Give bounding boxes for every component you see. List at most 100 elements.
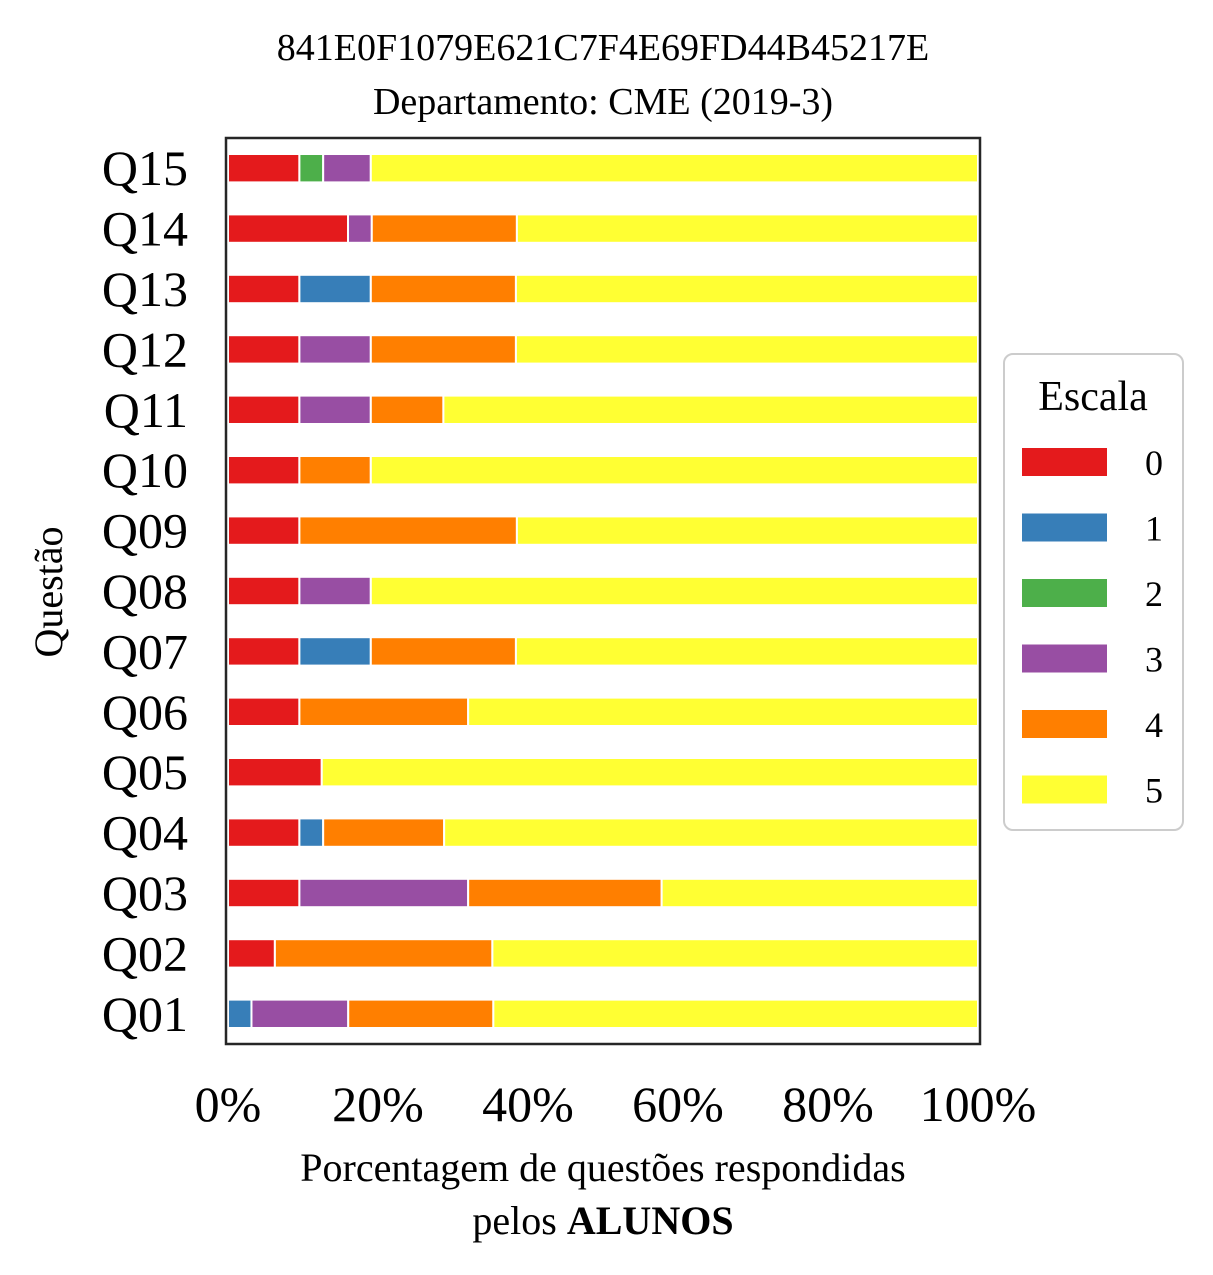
y-tick-label-q05: Q05: [102, 744, 188, 800]
plot-frame: [224, 136, 982, 1046]
y-tick-label-q15: Q15: [102, 140, 188, 196]
bar-q15-scale-2: [298, 153, 325, 184]
bar-q08-scale-5: [369, 575, 979, 607]
chart-title: 841E0F1079E621C7F4E69FD44B45217E: [277, 27, 929, 69]
legend-label-0: 0: [1145, 443, 1163, 483]
y-tick-label-q08: Q08: [102, 563, 188, 619]
bar-q07-scale-4: [369, 636, 517, 667]
bar-q07-scale-1: [298, 636, 372, 667]
y-tick-label-q13: Q13: [102, 261, 188, 317]
y-tick-label-q07: Q07: [102, 623, 188, 679]
legend-label-3: 3: [1145, 640, 1163, 680]
bar-q10-scale-4: [298, 455, 372, 486]
legend-label-4: 4: [1145, 705, 1163, 745]
y-tick-label-q14: Q14: [102, 201, 188, 257]
bar-q03-scale-3: [298, 877, 470, 909]
bar-q15-scale-3: [322, 153, 372, 184]
bar-q12-scale-3: [298, 334, 372, 365]
legend-title: Escala: [1038, 374, 1148, 420]
y-tick-label-q02: Q02: [102, 925, 188, 981]
y-tick-label-q01: Q01: [102, 986, 188, 1042]
chart-subtitle: Departamento: CME (2019-3): [373, 81, 833, 123]
bar-q08-scale-3: [298, 575, 372, 607]
x-tick-label-3: 60%: [632, 1076, 724, 1132]
bar-q12-scale-0: [227, 334, 301, 365]
bar-q13-scale-4: [369, 273, 517, 305]
bar-q07-scale-0: [227, 636, 301, 667]
bar-q15-scale-0: [227, 153, 301, 184]
legend-label-5: 5: [1145, 771, 1163, 811]
bar-q03-scale-4: [467, 877, 663, 909]
legend-label-2: 2: [1145, 574, 1163, 614]
y-tick-label-q10: Q10: [102, 442, 188, 498]
legend-label-1: 1: [1145, 509, 1163, 549]
bar-q01-scale-3: [250, 998, 350, 1029]
bar-q11-scale-0: [227, 394, 301, 425]
y-tick-label-q03: Q03: [102, 865, 188, 921]
x-axis-label-line1: Porcentagem de questões respondidas: [300, 1145, 905, 1190]
bar-q02-scale-0: [227, 938, 276, 969]
y-tick-label-q12: Q12: [102, 321, 188, 377]
bar-q06-scale-0: [227, 696, 301, 727]
bar-q15-scale-5: [369, 153, 979, 184]
x-axis-label-line2: pelos ALUNOS: [472, 1198, 733, 1243]
bar-q11-scale-4: [369, 394, 445, 425]
x-tick-label-1: 20%: [332, 1076, 424, 1132]
bar-q05-scale-0: [227, 757, 323, 788]
legend-swatch-2: [1022, 579, 1107, 607]
bar-q14-scale-3: [347, 213, 373, 244]
bar-q10-scale-0: [227, 455, 301, 486]
bar-q12-scale-5: [514, 334, 979, 365]
bar-q09-scale-4: [298, 515, 518, 546]
bar-q04-scale-1: [298, 817, 325, 848]
legend-items: 0 1 2 3 4 5: [1022, 443, 1163, 811]
x-tick-label-5: 100%: [920, 1076, 1037, 1132]
bar-q13-scale-0: [227, 273, 301, 305]
bar-q13-scale-1: [298, 273, 372, 305]
bar-q05-scale-5: [320, 757, 979, 788]
bar-q02-scale-4: [273, 938, 494, 969]
bar-q11-scale-3: [298, 394, 372, 425]
bar-q09-scale-5: [515, 515, 980, 546]
bar-q01-scale-1: [227, 998, 253, 1029]
x-tick-label-2: 40%: [482, 1076, 574, 1132]
bar-q04-scale-4: [322, 817, 446, 848]
legend-swatch-1: [1022, 513, 1107, 542]
bar-q01-scale-5: [492, 998, 979, 1029]
bar-q01-scale-4: [347, 998, 495, 1029]
legend-swatch-0: [1022, 448, 1107, 476]
bar-q04-scale-5: [443, 817, 979, 848]
bar-q07-scale-5: [514, 636, 979, 667]
y-tick-label-q11: Q11: [104, 382, 188, 438]
x-tick-labels: 0% 20% 40% 60% 80% 100%: [195, 1076, 1037, 1132]
y-tick-label-q09: Q09: [102, 503, 188, 559]
legend-swatch-5: [1022, 775, 1107, 804]
bar-q12-scale-4: [369, 334, 517, 365]
bar-q08-scale-0: [227, 575, 301, 607]
bar-q06-scale-4: [298, 696, 470, 727]
bar-q03-scale-0: [227, 877, 301, 909]
y-tick-labels: Q01Q02Q03Q04Q05Q06Q07Q08Q09Q10Q11Q12Q13Q…: [102, 140, 188, 1042]
y-tick-label-q04: Q04: [102, 805, 188, 861]
bar-q09-scale-0: [227, 515, 301, 546]
x-axis-label-line2-bold: ALUNOS: [567, 1198, 734, 1243]
x-tick-label-4: 80%: [782, 1076, 874, 1132]
x-tick-label-0: 0%: [195, 1076, 262, 1132]
bar-q14-scale-5: [515, 213, 980, 244]
bar-q02-scale-5: [491, 938, 979, 969]
bar-q06-scale-5: [467, 696, 979, 727]
bar-q14-scale-4: [370, 213, 518, 244]
bar-q13-scale-5: [514, 273, 979, 305]
bar-q04-scale-0: [227, 817, 301, 848]
bars-group: [227, 153, 980, 1029]
legend-swatch-4: [1022, 710, 1107, 738]
bar-q11-scale-5: [442, 394, 979, 425]
legend: Escala 0 1 2 3 4 5: [1003, 353, 1184, 831]
legend-swatch-3: [1022, 644, 1107, 673]
bar-q10-scale-5: [369, 455, 979, 486]
y-tick-label-q06: Q06: [102, 684, 188, 740]
bar-q14-scale-0: [227, 213, 349, 244]
x-axis-label-line2-prefix: pelos: [472, 1198, 566, 1243]
bar-q03-scale-5: [660, 877, 980, 909]
